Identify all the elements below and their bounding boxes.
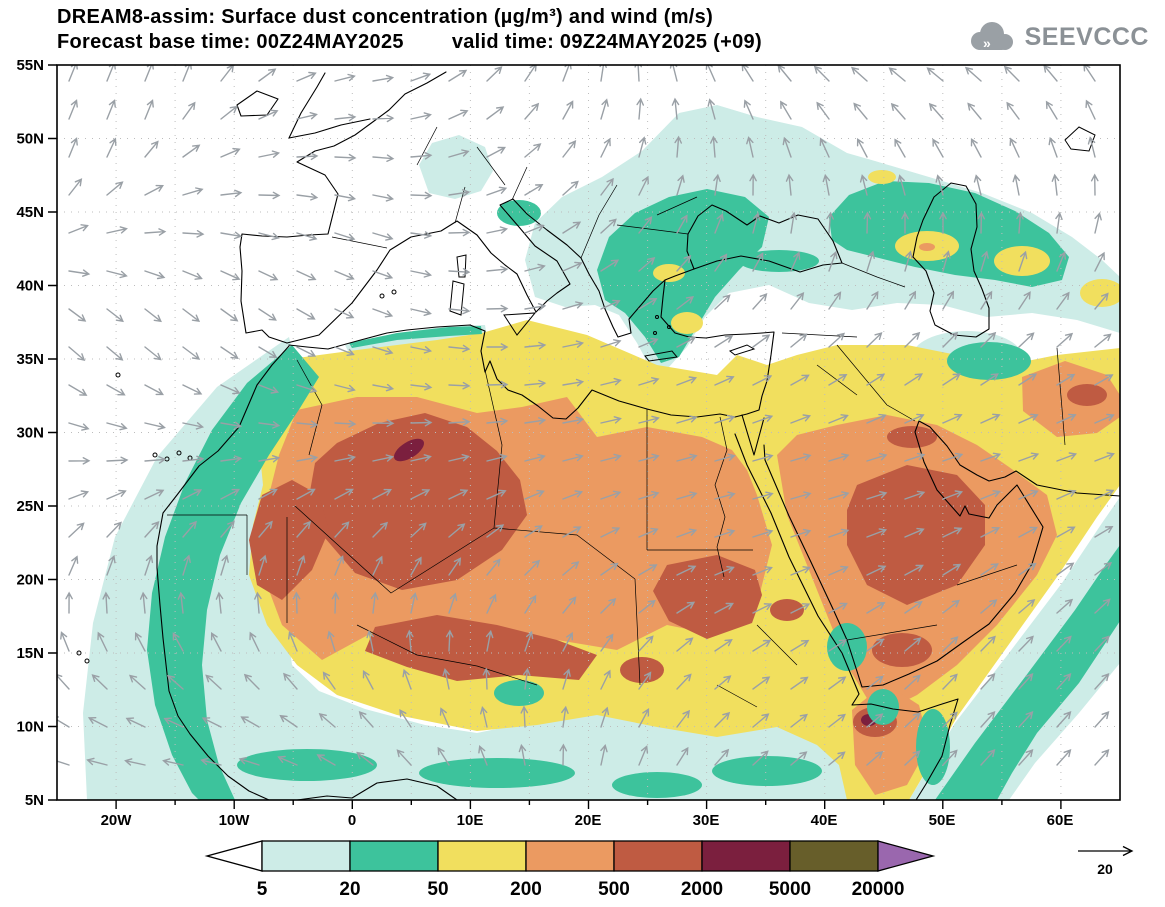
- colorbar-label-50: 50: [427, 879, 448, 900]
- dust-patches-europe: [653, 170, 1120, 334]
- colorbar-label-500: 500: [598, 879, 630, 900]
- nile-river: [714, 416, 728, 578]
- colorbar-label-200: 200: [510, 879, 542, 900]
- colorbar-arrow-right: [877, 840, 936, 872]
- valid-time-text: valid time: 09Z24MAY2025 (+09): [451, 31, 762, 53]
- lon-tick-30e: 30E: [693, 812, 720, 829]
- lat-tick-20n: 20N: [16, 572, 44, 589]
- lat-tick-55n: 55N: [16, 57, 44, 74]
- colorbar-segment-5000-20000: [789, 840, 879, 872]
- base-time-text: Forecast base time: 00Z24MAY2025: [57, 31, 404, 53]
- lon-tick-10e: 10E: [457, 812, 484, 829]
- colorbar-segment-20-50: [349, 840, 439, 872]
- lon-tick-50e: 50E: [929, 812, 956, 829]
- svg-text:»: »: [983, 35, 991, 51]
- lat-tick-40n: 40N: [16, 278, 44, 295]
- cloud-icon: »: [970, 22, 1013, 51]
- plot-title: DREAM8-assim: Surface dust concentration…: [57, 6, 714, 28]
- colorbar-arrow-left: [204, 840, 263, 872]
- colorbar-label-20000: 20000: [852, 879, 905, 900]
- colorbar-segment-2000-5000: [701, 840, 791, 872]
- lon-tick-20w: 20W: [101, 812, 133, 829]
- lon-tick-20e: 20E: [575, 812, 602, 829]
- lon-tick-10w: 10W: [219, 812, 251, 829]
- colorbar-segment-500-2000: [613, 840, 703, 872]
- axis-ticks: [48, 64, 1062, 809]
- lon-tick-0: 0: [348, 812, 356, 829]
- lon-tick-40e: 40E: [811, 812, 838, 829]
- lon-tick-60e: 60E: [1047, 812, 1074, 829]
- plot-subtitle: Forecast base time: 00Z24MAY2025 valid ti…: [57, 31, 762, 54]
- lat-tick-10n: 10N: [16, 719, 44, 736]
- coastlines: [76, 71, 1120, 800]
- logo-text: SEEVCCC: [1024, 22, 1149, 51]
- lat-tick-45n: 45N: [16, 204, 44, 221]
- wind-reference-value: 20: [1097, 861, 1113, 877]
- lat-tick-25n: 25N: [16, 498, 44, 515]
- colorbar-segment-5-20: [261, 840, 351, 872]
- colorbar-label-20: 20: [339, 879, 360, 900]
- lat-tick-30n: 30N: [16, 425, 44, 442]
- colorbar-label-2000: 2000: [681, 879, 723, 900]
- colorbar-segment-200-500: [525, 840, 615, 872]
- wind-reference: 20: [1078, 845, 1134, 877]
- seevccc-logo: » SEEVCCC: [966, 20, 1149, 54]
- lat-axis: 55N 50N 45N 40N 35N 30N 25N 20N 15N 10N …: [16, 57, 44, 809]
- lat-tick-50n: 50N: [16, 131, 44, 148]
- wind-arrows: [57, 65, 1115, 766]
- lon-axis: 20W 10W 0 10E 20E 30E 40E 50E 60E: [101, 812, 1074, 829]
- colorbar: 5 20 50 200 500 2000 5000 20000 20: [204, 840, 1134, 900]
- lat-tick-35n: 35N: [16, 351, 44, 368]
- colorbar-segment-50-200: [437, 840, 527, 872]
- dust-layer-500-2000: [249, 384, 1107, 737]
- map-plot: 55N 50N 45N 40N 35N 30N 25N 20N 15N 10N …: [16, 57, 1121, 829]
- colorbar-label-5000: 5000: [769, 879, 811, 900]
- lat-tick-5n: 5N: [25, 792, 44, 809]
- wind-reference-arrow-icon: [1078, 845, 1134, 857]
- lat-tick-15n: 15N: [16, 645, 44, 662]
- colorbar-label-5: 5: [257, 879, 268, 900]
